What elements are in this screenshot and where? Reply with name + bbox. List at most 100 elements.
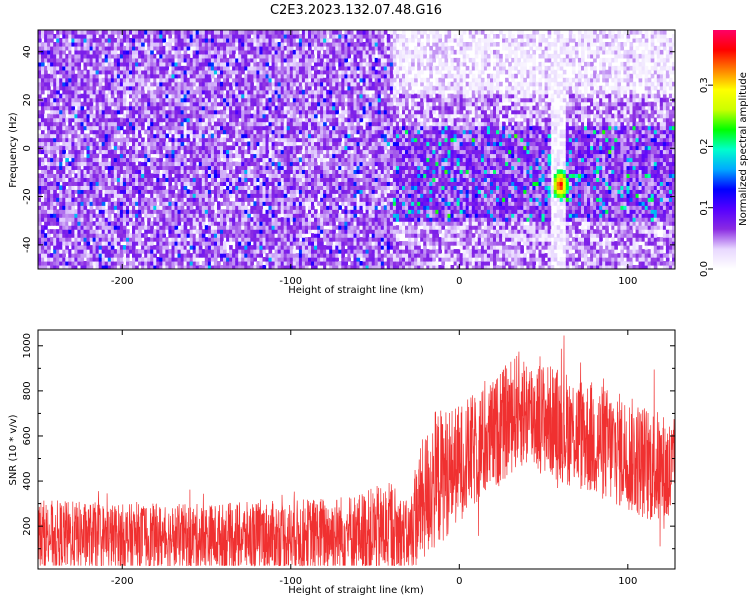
spectrogram-cell xyxy=(62,93,66,99)
spectrogram-cell xyxy=(159,233,163,238)
spectrogram-cell xyxy=(71,217,76,222)
spectrogram-cell xyxy=(238,197,242,202)
spectrogram-cell xyxy=(56,141,60,147)
spectrogram-cell xyxy=(68,30,72,35)
spectrogram-cell xyxy=(244,233,248,238)
spectrogram-cell xyxy=(126,69,130,75)
spectrogram-cell xyxy=(289,57,294,63)
spectrogram-cell xyxy=(301,57,306,63)
spectrogram-cell xyxy=(116,229,121,234)
spectrogram-cell xyxy=(232,265,236,269)
spectrogram-cell xyxy=(223,161,227,167)
spectrogram-cell xyxy=(183,197,188,202)
spectrogram-cell xyxy=(68,217,72,222)
spectrogram-cell xyxy=(110,129,115,135)
spectrogram-cell xyxy=(232,57,236,63)
spectrogram-cell xyxy=(56,121,60,127)
spectrogram-cell xyxy=(71,57,76,63)
spectrogram-cell xyxy=(235,225,239,230)
spectrogram-cell xyxy=(168,30,173,35)
spectrogram-cell xyxy=(283,241,288,246)
spectrogram-cell xyxy=(220,141,224,147)
spectrogram-cell xyxy=(174,165,179,170)
spectrogram-cell xyxy=(189,245,194,250)
spectrogram-cell xyxy=(177,149,182,155)
spectrogram-cell xyxy=(162,233,167,238)
spectrogram-cell xyxy=(89,121,94,127)
spectrogram-cell xyxy=(186,209,191,214)
spectrogram-cell xyxy=(213,253,218,258)
spectrogram-cell xyxy=(177,97,182,103)
spectrogram-cell xyxy=(226,34,230,39)
spectrogram-cell xyxy=(71,253,76,258)
spectrogram-cell xyxy=(141,145,145,151)
spectrogram-cell xyxy=(92,38,97,43)
spectrogram-cell xyxy=(41,133,45,139)
spectrogram-cell xyxy=(226,109,230,115)
spectrogram-cell xyxy=(171,129,176,135)
spectrogram-cell xyxy=(80,45,85,51)
spectrogram-cell xyxy=(80,157,85,163)
spectrogram-cell xyxy=(83,38,88,43)
spectrogram-cell xyxy=(210,153,215,159)
spectrogram-cell xyxy=(71,85,76,91)
spectrogram-cell xyxy=(80,225,85,230)
spectrogram-cell xyxy=(62,137,66,143)
spectrogram-cell xyxy=(132,213,136,218)
spectrogram-cell xyxy=(213,81,218,87)
spectrogram-cell xyxy=(129,185,133,190)
spectrogram-cell xyxy=(38,125,42,131)
spectrogram-cell xyxy=(80,137,85,143)
spectrogram-cell xyxy=(38,225,42,230)
spectrogram-cell xyxy=(107,109,112,115)
spectrogram-cell xyxy=(262,245,267,250)
spectrogram-cell xyxy=(183,237,188,242)
spectrogram-cell xyxy=(301,65,306,71)
spectrogram-cell xyxy=(122,73,127,79)
spectrogram-cell xyxy=(135,125,139,131)
spectrogram-cell xyxy=(238,93,242,99)
spectrogram-cell xyxy=(138,89,142,95)
spectrogram-cell xyxy=(235,177,239,182)
spectrogram-cell xyxy=(135,121,139,127)
spectrogram-cell xyxy=(47,121,51,127)
spectrogram-cell xyxy=(95,265,100,269)
spectrogram-cell xyxy=(77,181,82,186)
spectrogram-cell xyxy=(204,129,209,135)
spectrogram-cell xyxy=(268,49,273,55)
spectrogram-cell xyxy=(38,233,42,238)
spectrogram-cell xyxy=(83,229,88,234)
spectrogram-cell xyxy=(298,249,303,254)
spectrogram-cell xyxy=(195,137,200,143)
spectrogram-cell xyxy=(83,61,88,67)
spectrogram-cell xyxy=(162,137,167,143)
spectrogram-cell xyxy=(189,69,194,75)
spectrogram-cell xyxy=(244,265,248,269)
spectrogram-cell xyxy=(144,173,148,178)
spectrogram-cell xyxy=(56,42,60,47)
spectrogram-cell xyxy=(65,85,69,91)
spectrogram-cell xyxy=(207,169,212,174)
spectrogram-cell xyxy=(189,197,194,202)
spectrogram-cell xyxy=(147,121,151,127)
spectrogram-cell xyxy=(132,197,136,202)
spectrogram-cell xyxy=(204,253,209,258)
spectrogram-cell xyxy=(165,117,170,123)
spectrogram-cell xyxy=(50,125,54,131)
spectrogram-cell xyxy=(68,97,72,103)
spectrogram-cell xyxy=(295,221,300,226)
spectrogram-cell xyxy=(292,65,297,71)
spectrogram-cell xyxy=(304,181,309,186)
spectrogram-cell xyxy=(113,101,118,107)
spectrogram-cell xyxy=(259,225,264,230)
spectrogram-cell xyxy=(286,77,291,83)
spectrogram-cell xyxy=(195,133,200,139)
spectrogram-cell xyxy=(92,45,97,51)
spectrogram-cell xyxy=(95,245,100,250)
spectrogram-cell xyxy=(265,129,270,135)
spectrogram-cell xyxy=(229,189,233,194)
spectrogram-cell xyxy=(186,249,191,254)
spectrogram-cell xyxy=(41,85,45,91)
spectrogram-cell xyxy=(113,241,118,246)
spectrogram-cell xyxy=(44,205,48,210)
